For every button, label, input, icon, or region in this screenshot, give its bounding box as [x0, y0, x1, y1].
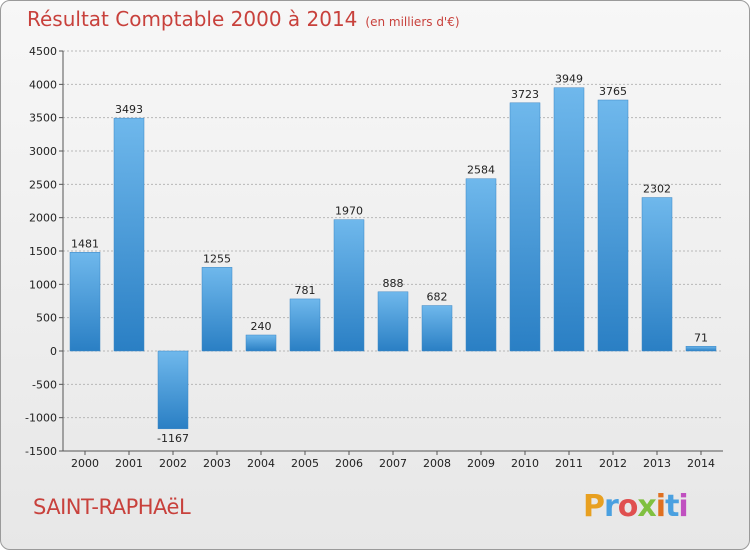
x-tick-label: 2003 [203, 457, 231, 470]
bar-2000 [69, 252, 101, 352]
x-tick-label: 2014 [687, 457, 715, 470]
value-label: 781 [295, 284, 316, 297]
y-tick-label: 2500 [29, 178, 57, 191]
value-label: 1481 [71, 237, 99, 250]
y-tick-label: 4000 [29, 78, 57, 91]
x-tick-label: 2010 [511, 457, 539, 470]
y-tick-label: 1500 [29, 245, 57, 258]
bar-2013 [641, 197, 673, 352]
value-label: 3949 [555, 73, 583, 86]
value-label: 682 [427, 291, 448, 304]
bar-2014 [685, 346, 717, 352]
y-tick-label: -1000 [25, 412, 57, 425]
logo-letter: i [678, 489, 688, 524]
value-label: 3723 [511, 88, 539, 101]
x-tick-label: 2000 [71, 457, 99, 470]
bar-2006 [333, 219, 365, 352]
value-label: 71 [694, 331, 708, 344]
value-label: 1970 [335, 205, 363, 218]
logo-letter: x [637, 489, 656, 524]
x-tick-label: 2002 [159, 457, 187, 470]
x-tick-label: 2001 [115, 457, 143, 470]
y-tick-label: 3500 [29, 112, 57, 125]
logo-letter: i [655, 489, 666, 524]
logo-letter: r [604, 489, 619, 524]
x-tick-label: 2011 [555, 457, 583, 470]
logo-letter: o [617, 489, 639, 524]
y-tick-label: 4500 [29, 45, 57, 58]
x-tick-label: 2009 [467, 457, 495, 470]
city-name: SAINT-RAPHAëL [33, 495, 191, 519]
x-tick-label: 2004 [247, 457, 275, 470]
y-axis: -1500 -1000 -500 0 500 1000 1500 2000 2500 3000 35… [25, 45, 57, 458]
value-label: -1167 [157, 432, 189, 445]
value-label: 3765 [599, 85, 627, 98]
bar-2008 [421, 305, 453, 352]
title-subtitle: (en milliers d'€) [365, 15, 460, 29]
x-tick-label: 2008 [423, 457, 451, 470]
value-label: 2584 [467, 164, 495, 177]
bar-2007 [377, 291, 409, 352]
x-tick-label: 2013 [643, 457, 671, 470]
y-tick-label: 0 [50, 345, 57, 358]
value-label: 240 [251, 320, 272, 333]
bar-2003 [201, 267, 233, 352]
bar-2012 [597, 99, 629, 352]
logo-letter: P [583, 489, 605, 524]
bar-2011 [553, 87, 585, 352]
value-label: 3493 [115, 103, 143, 116]
y-tick-label: 1000 [29, 278, 57, 291]
bars: 1481 3493 -1167 1255 240 781 1970 888 682 2584 372… [69, 73, 717, 445]
chart-title: Résultat Comptable 2000 à 2014 (en millie… [27, 7, 460, 31]
y-tick-label: -1500 [25, 445, 57, 458]
value-label: 888 [383, 277, 404, 290]
bar-2009 [465, 178, 497, 352]
bar-2005 [289, 298, 321, 352]
title-text: Résultat Comptable 2000 à 2014 [27, 7, 358, 31]
bar-2010 [509, 102, 541, 352]
x-tick-label: 2006 [335, 457, 363, 470]
bar-2001 [113, 117, 145, 352]
y-tick-label: -500 [32, 378, 57, 391]
bar-2004 [245, 334, 277, 352]
x-tick-label: 2007 [379, 457, 407, 470]
y-tick-label: 500 [36, 312, 57, 325]
x-tick-label: 2005 [291, 457, 319, 470]
y-tick-label: 3000 [29, 145, 57, 158]
value-label: 1255 [203, 252, 231, 265]
y-tick-label: 2000 [29, 212, 57, 225]
logo-letter: t [665, 489, 679, 524]
value-label: 2302 [643, 183, 671, 196]
x-axis: 2000 2001 2002 2003 2004 2005 2006 2007 2008 2009… [71, 451, 715, 470]
proxiti-logo: Proxiti [583, 489, 689, 524]
x-tick-label: 2012 [599, 457, 627, 470]
bar-2002 [157, 350, 189, 430]
